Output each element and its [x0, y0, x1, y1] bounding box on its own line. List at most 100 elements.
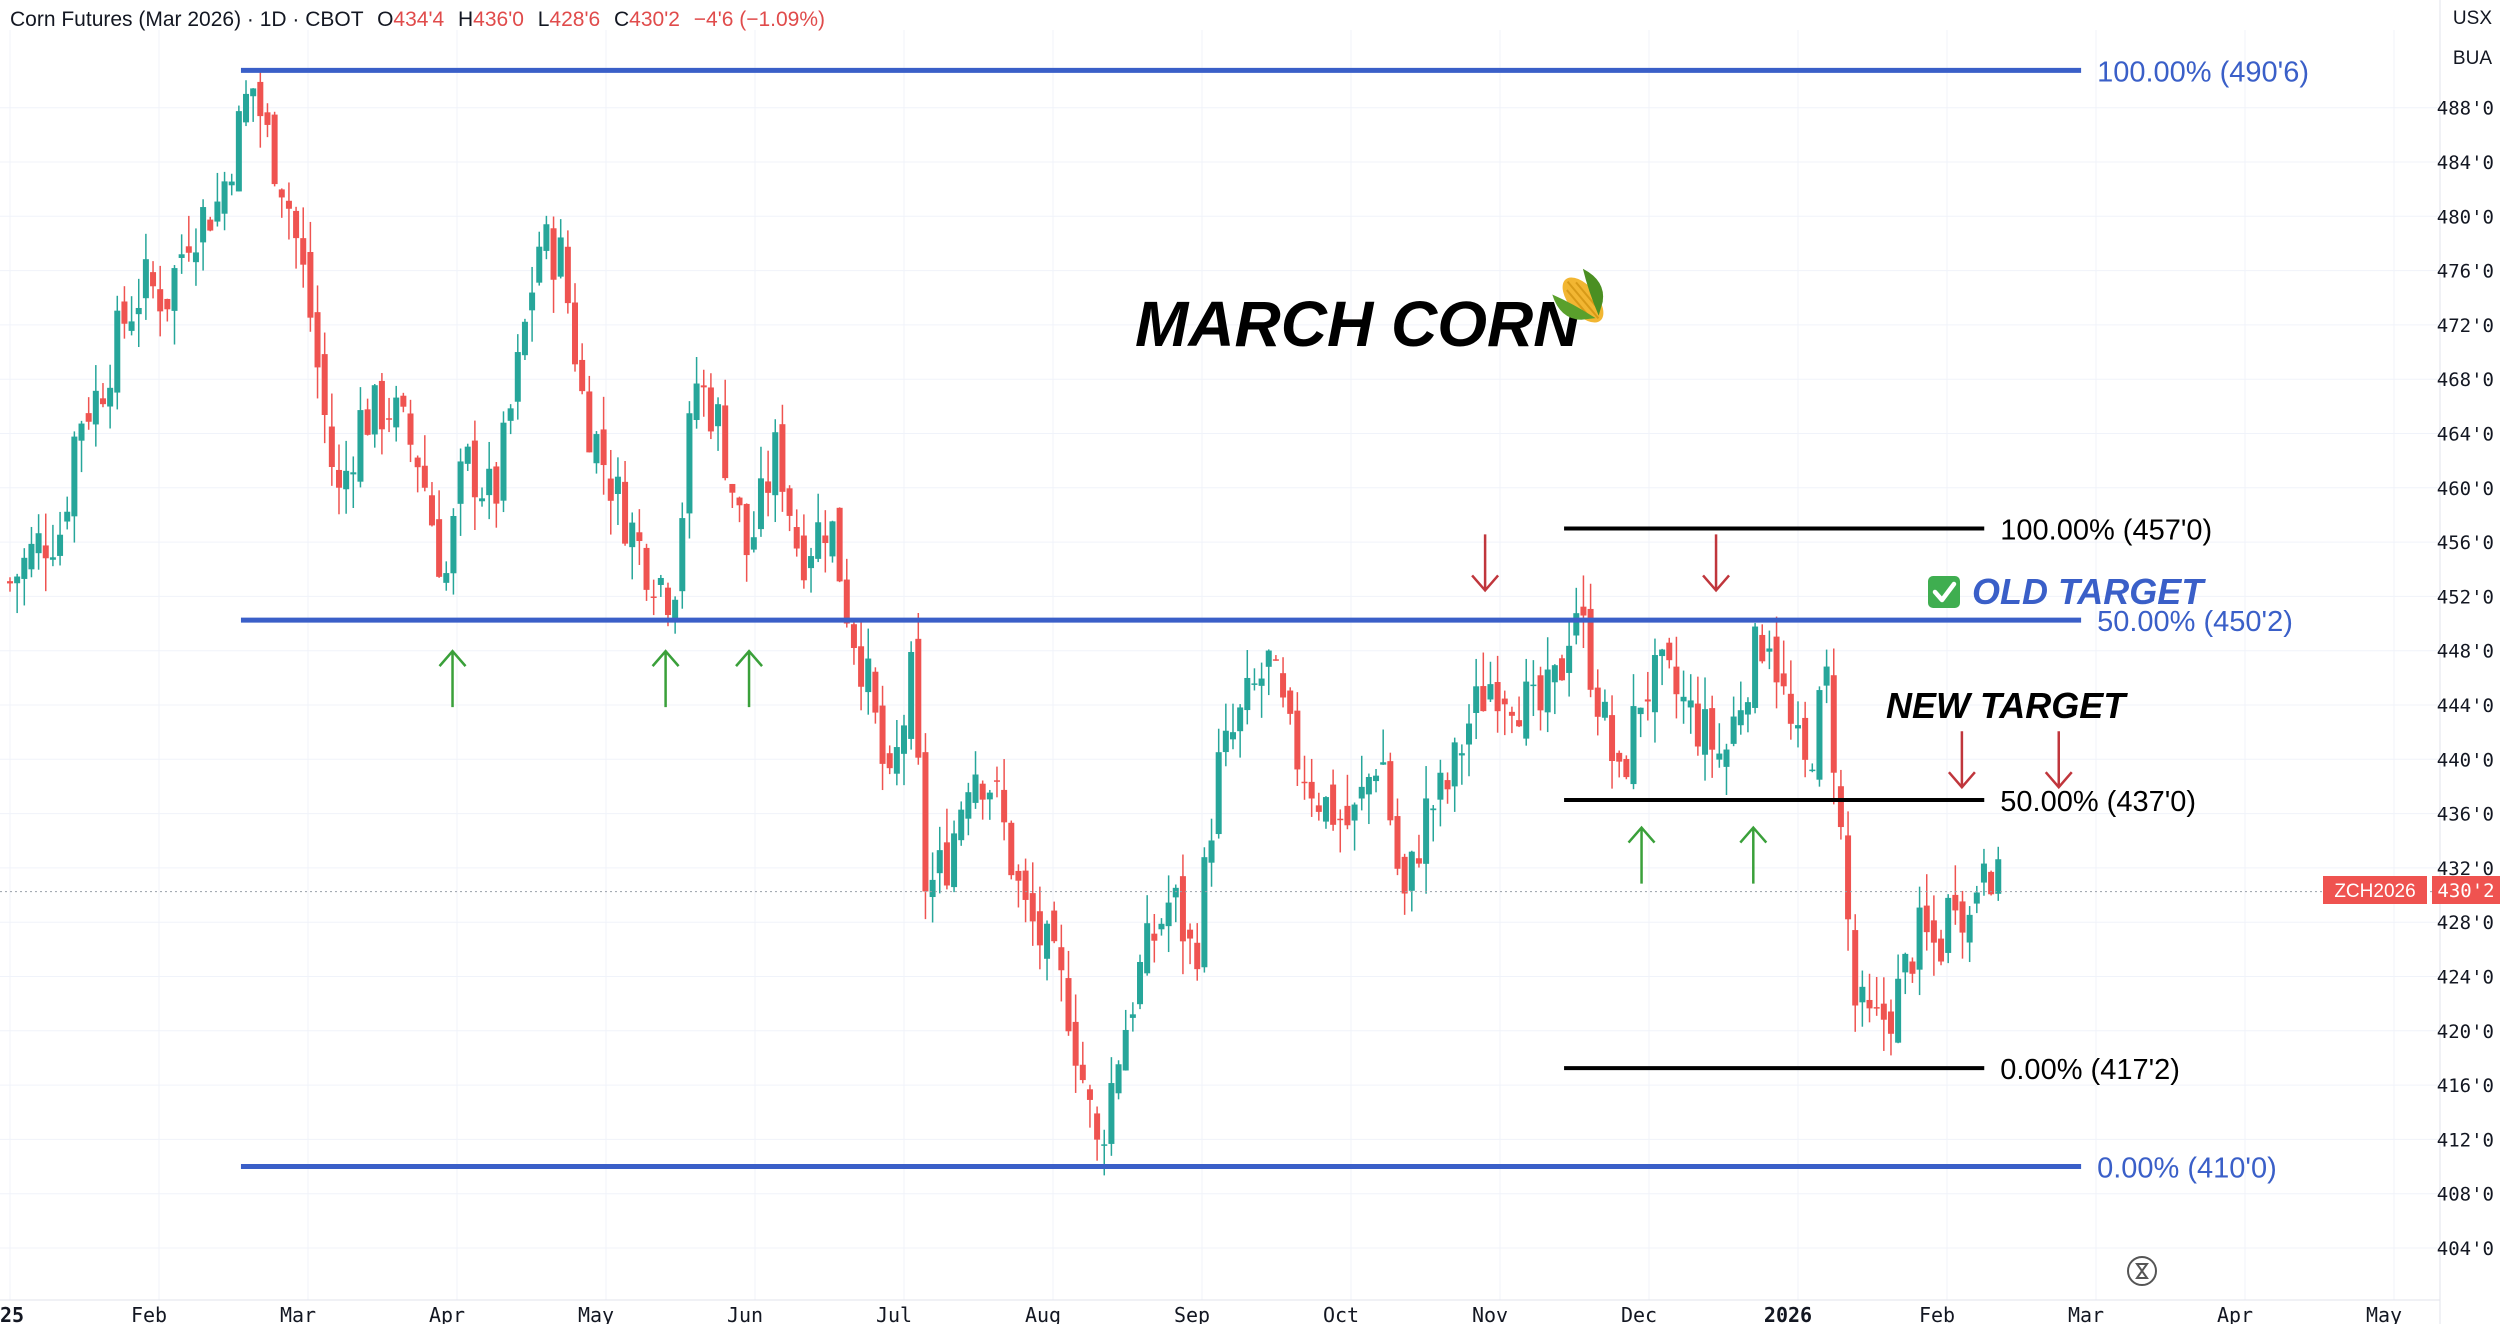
price-tick-label: 468'0: [2437, 369, 2494, 391]
candle-body: [865, 658, 872, 693]
candle-body: [1072, 1021, 1079, 1066]
candle-body: [1408, 851, 1415, 891]
candle-body: [1752, 626, 1759, 708]
candle-body: [1337, 818, 1344, 821]
candle-body: [1065, 978, 1072, 1032]
candle-body: [1823, 666, 1830, 686]
candle-body: [1802, 717, 1809, 760]
price-tick-label: 424'0: [2437, 967, 2494, 989]
candle-body: [1744, 702, 1751, 715]
candle-body: [1365, 776, 1372, 795]
candle-body: [192, 252, 199, 263]
candle-body: [264, 112, 271, 125]
candle-body: [943, 842, 950, 886]
candle-body: [371, 385, 378, 435]
candle-body: [657, 577, 664, 585]
candle-body: [400, 395, 407, 407]
fib-long-label: 0.00% (410'0): [2097, 1153, 2277, 1185]
candle-body: [793, 527, 800, 549]
candle-body: [1580, 606, 1587, 616]
candle-body: [1730, 716, 1737, 744]
candle-body: [1058, 947, 1065, 971]
candle-body: [1723, 749, 1730, 767]
candle-body: [1451, 742, 1458, 787]
time-tick-label: Jun: [727, 1303, 763, 1324]
candle-body: [1473, 686, 1480, 713]
candle-body: [1630, 706, 1637, 785]
candle-body: [1244, 677, 1251, 711]
candle-body: [743, 503, 750, 556]
open-value: 434'4: [393, 8, 445, 31]
candle-body: [550, 228, 557, 280]
candle-body: [1909, 961, 1916, 974]
candle-body: [1680, 696, 1687, 702]
replay-icon[interactable]: [2127, 1256, 2157, 1286]
candle-body: [271, 114, 278, 185]
candle-body: [815, 522, 822, 559]
candle-body: [357, 410, 364, 482]
candle-body: [572, 302, 579, 365]
candle-body: [335, 469, 342, 488]
candle-body: [157, 289, 164, 312]
candle-body: [1137, 961, 1144, 1005]
candle-body: [235, 111, 242, 192]
candle-body: [1487, 684, 1494, 700]
price-tick-label: 436'0: [2437, 804, 2494, 826]
candle-body: [757, 478, 764, 530]
price-tick-label: 416'0: [2437, 1075, 2494, 1097]
candle-body: [1358, 786, 1365, 799]
candle-body: [285, 200, 292, 209]
fib-levels: 100.00% (490'6) 50.00% (450'2) 0.00% (410'…: [240, 56, 2309, 1185]
candle-body: [1988, 871, 1995, 895]
candle-body: [307, 252, 314, 318]
candle-body: [1530, 684, 1537, 687]
candle-body: [1687, 700, 1694, 708]
candle-body: [722, 405, 729, 479]
candle-body: [636, 532, 643, 542]
high-label: H: [457, 8, 474, 31]
candle-body: [736, 497, 743, 506]
candle-body: [908, 651, 915, 739]
candle-body: [593, 434, 600, 464]
candle-body: [1322, 797, 1329, 822]
candle-body: [800, 535, 807, 581]
time-tick-label: Feb: [131, 1303, 167, 1324]
candle-body: [1144, 923, 1151, 974]
time-axis: 2025 Feb Mar Apr May Jun Jul Aug Sep Oct Nov Dec 202…: [0, 1303, 2402, 1324]
candle-body: [1973, 892, 1980, 904]
candle-body: [328, 426, 335, 468]
candle-body: [1573, 613, 1580, 636]
candle-body: [729, 483, 736, 493]
time-tick-label: Oct: [1323, 1303, 1359, 1324]
candle-body: [650, 596, 657, 598]
candle-body: [1494, 682, 1501, 712]
fib-short-label: 50.00% (437'0): [2000, 786, 2196, 818]
candle-body: [915, 638, 922, 758]
corn-icon: [1552, 268, 1604, 323]
time-tick-label: May: [578, 1303, 614, 1324]
candle-body: [1415, 858, 1422, 864]
candle-body: [393, 397, 400, 428]
candle-body: [1501, 698, 1508, 705]
candle-body: [1029, 893, 1036, 922]
candle-body: [1129, 1014, 1136, 1018]
candle-body: [1795, 725, 1801, 729]
candle-body: [114, 310, 121, 393]
candle-body: [1702, 709, 1709, 755]
candle-body: [1158, 923, 1165, 930]
arrow-up-icon: [1627, 825, 1656, 884]
time-tick-label: Sep: [1174, 1303, 1210, 1324]
candle-body: [414, 457, 421, 468]
chart-title: MARCH CORN: [1135, 288, 1581, 360]
price-tick-label: 444'0: [2437, 695, 2494, 717]
candle-body: [1458, 753, 1465, 756]
candle-body: [514, 352, 521, 402]
candle-body: [250, 88, 257, 97]
open-label: O: [377, 8, 394, 31]
candle-body: [850, 624, 857, 649]
price-tick-label: 464'0: [2437, 424, 2494, 446]
candle-body: [1644, 699, 1651, 702]
candle-body: [529, 292, 536, 311]
arrow-up-icon: [438, 649, 467, 708]
